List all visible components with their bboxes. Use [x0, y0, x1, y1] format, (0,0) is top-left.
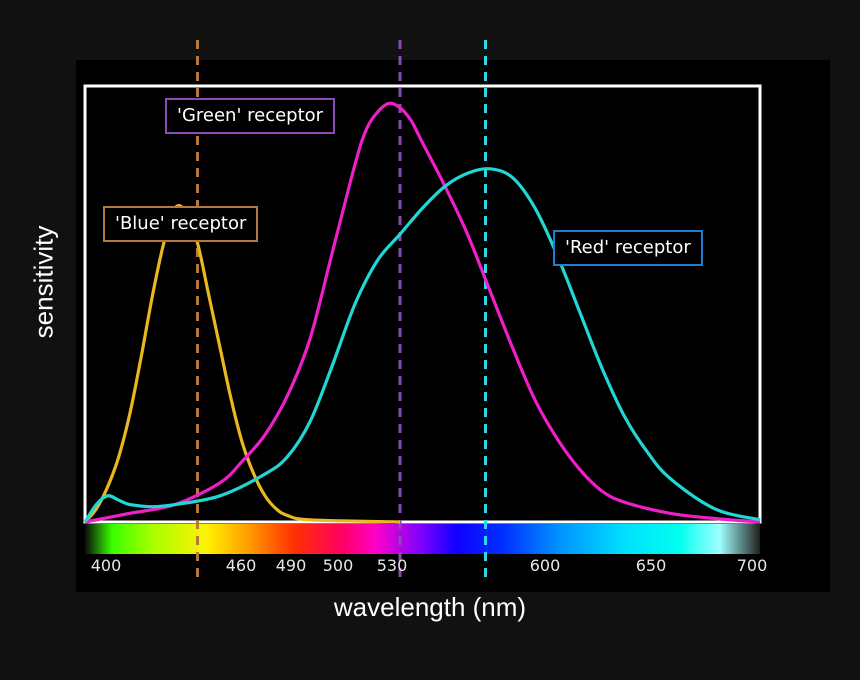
x-tick-label: 490 [275, 556, 307, 575]
y-axis-title: sensitivity [28, 225, 59, 339]
green-receptor-label: 'Green' receptor [165, 98, 336, 134]
blue-receptor-label: 'Blue' receptor [103, 206, 259, 242]
red-receptor-label: 'Red' receptor [553, 230, 703, 266]
x-tick-label: 530 [376, 556, 408, 575]
plot-frame [83, 84, 762, 524]
x-tick-label: 400 [90, 556, 122, 575]
green-receptor-curve [84, 101, 761, 524]
x-tick-label: 460 [225, 556, 257, 575]
spectrum-strip [85, 524, 760, 554]
x-tick-label: 700 [736, 556, 768, 575]
x-axis-title: wavelength (nm) [333, 592, 527, 622]
x-tick-label: 650 [635, 556, 667, 575]
x-tick-label: 600 [529, 556, 561, 575]
chart-panel [76, 60, 830, 592]
red-receptor-curve [83, 167, 761, 523]
x-tick-label: 500 [322, 556, 354, 575]
blue-receptor-curve [83, 204, 401, 524]
